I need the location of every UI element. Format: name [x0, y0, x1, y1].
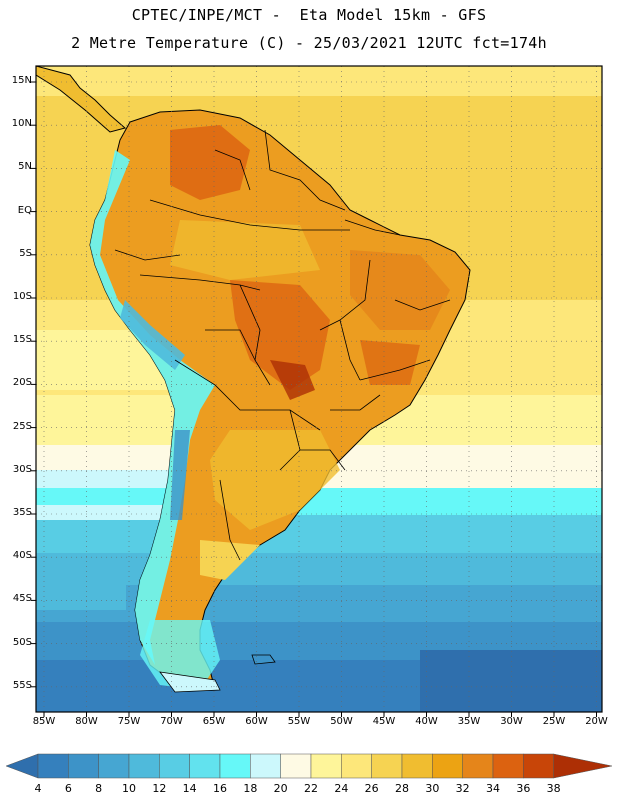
lon-label: 80W — [75, 716, 98, 727]
colorbar-label: 6 — [64, 782, 72, 795]
colorbar-label: 26 — [364, 782, 379, 795]
lat-label: 55S — [12, 679, 32, 691]
colorbar-segment — [462, 753, 494, 779]
lon-label: 25W — [542, 716, 566, 727]
lon-label: 75W — [117, 716, 141, 727]
lat-label: 45S — [12, 593, 32, 605]
map-title: CPTEC/INPE/MCT - Eta Model 15km - GFS — [131, 6, 487, 24]
colorbar-label: 28 — [395, 782, 409, 795]
colorbar-label: 18 — [243, 782, 258, 795]
map-subtitle: 2 Metre Temperature (C) - 25/03/2021 12U… — [71, 34, 547, 52]
lon-label: 30W — [500, 716, 523, 727]
lat-label: 35S — [12, 507, 32, 518]
lat-label: 40S — [12, 550, 32, 562]
colorbar-segment — [280, 753, 312, 779]
colorbar-arrow-low — [5, 753, 39, 779]
colorbar-label: 22 — [304, 782, 318, 795]
colorbar-arrow-high — [553, 753, 613, 779]
colorbar-segment — [128, 753, 160, 779]
lon-label: 50W — [330, 716, 353, 727]
colorbar-label: 30 — [425, 782, 440, 795]
lon-label: 20W — [585, 716, 608, 727]
colorbar-label: 10 — [122, 782, 136, 795]
lat-label: EQ — [17, 204, 32, 216]
colorbar-label: 20 — [273, 782, 288, 795]
colorbar-label: 32 — [455, 782, 470, 795]
colorbar-segment — [401, 753, 433, 779]
andes-cold-zone — [90, 150, 215, 665]
lon-label: 45W — [372, 716, 396, 727]
lat-label: 5S — [19, 247, 32, 259]
lon-label: 60W — [245, 716, 268, 727]
colorbar-segment — [189, 753, 221, 779]
colorbar — [5, 753, 613, 779]
lon-label: 70W — [160, 716, 183, 727]
lat-label: 15N — [11, 75, 32, 86]
colorbar-segment — [341, 753, 372, 779]
colorbar-label: 12 — [152, 782, 167, 795]
colorbar-segment — [68, 753, 99, 779]
lat-label: 5N — [18, 161, 32, 173]
colorbar-label: 4 — [34, 782, 42, 795]
colorbar-label: 34 — [486, 782, 500, 795]
colorbar-segment — [37, 753, 69, 779]
lat-label: 10S — [12, 291, 32, 302]
colorbar-segment — [371, 753, 403, 779]
lon-label: 55W — [287, 716, 311, 727]
lon-label: 35W — [457, 716, 481, 727]
colorbar-segment — [523, 753, 554, 779]
colorbar-label: 8 — [95, 782, 103, 795]
lat-label: 25S — [12, 420, 32, 432]
colorbar-segment — [250, 753, 281, 779]
map-frame — [35, 65, 603, 713]
colorbar-segment — [310, 753, 342, 779]
colorbar-segment — [492, 753, 524, 779]
colorbar-label: 14 — [182, 782, 197, 795]
colorbar-segment — [432, 753, 463, 779]
colorbar-segment — [219, 753, 251, 779]
colorbar-label: 36 — [516, 782, 531, 795]
colorbar-segment — [98, 753, 130, 779]
colorbar-label: 24 — [334, 782, 349, 795]
lat-label: 50S — [12, 636, 32, 648]
lon-label: 85W — [32, 716, 56, 727]
lon-label: 65W — [202, 716, 226, 727]
colorbar-label: 16 — [213, 782, 227, 795]
lat-label: 10N — [11, 118, 32, 130]
colorbar-label: 38 — [546, 782, 561, 795]
lat-label: 15S — [12, 334, 32, 346]
lat-label: 30S — [12, 463, 32, 475]
central-america-land — [36, 66, 127, 133]
lat-label: 20S — [12, 377, 32, 389]
colorbar-segment — [159, 753, 190, 779]
lon-label: 40W — [415, 716, 438, 727]
